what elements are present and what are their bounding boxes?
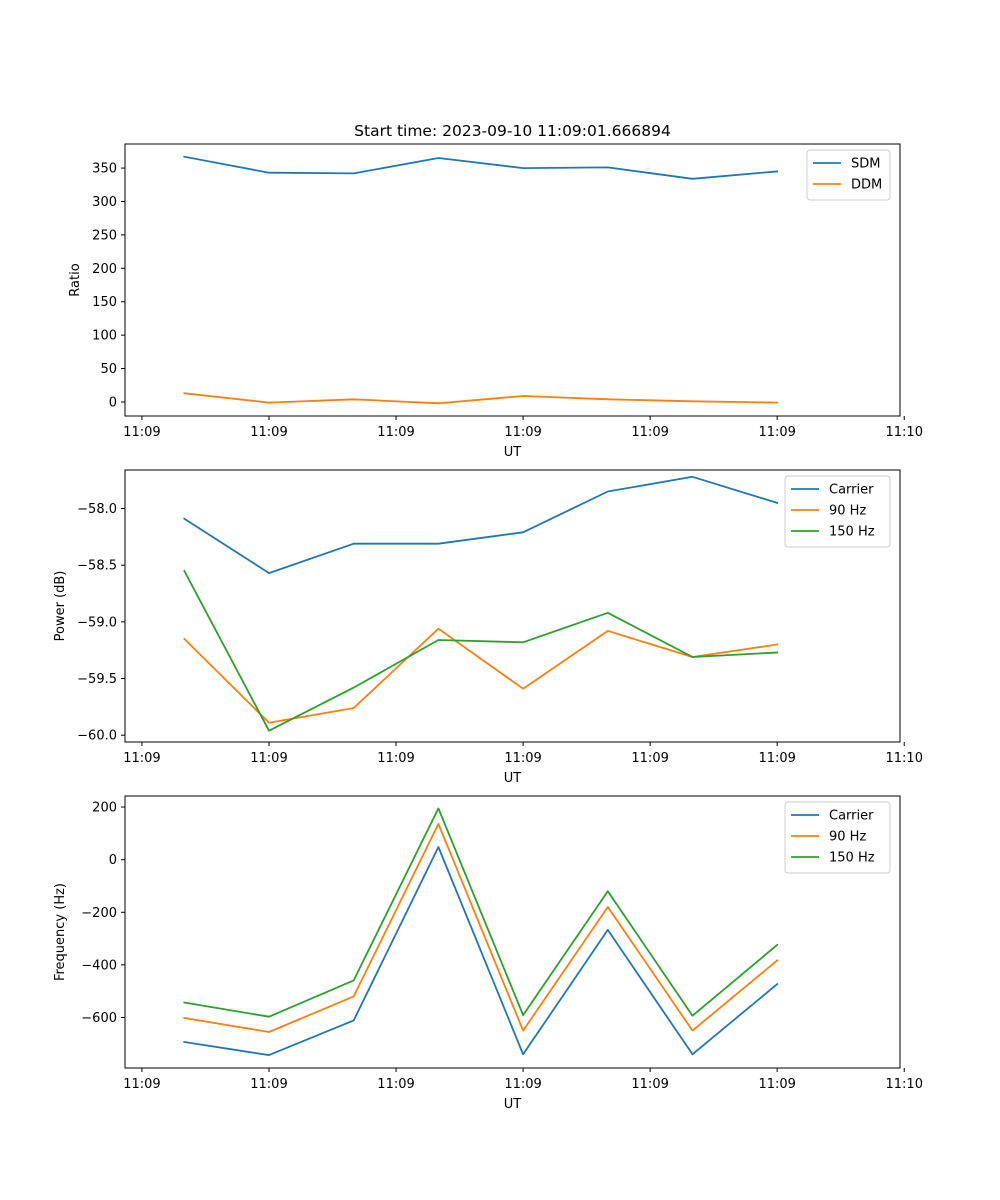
y-tick-label: 0 — [109, 395, 117, 410]
x-tick-label: 11:10 — [886, 751, 923, 766]
legend-label: 90 Hz — [829, 830, 866, 845]
legend-label: 90 Hz — [829, 504, 866, 519]
y-tick-label: −60.0 — [77, 729, 117, 744]
x-tick-label: 11:09 — [504, 751, 541, 766]
series-line-carrier — [183, 846, 779, 1056]
subplot-2: 11:09 11:09 11:09 11:09 11:09 11:09 11:10 −60.0… — [53, 469, 923, 786]
legend-label: Carrier — [829, 483, 874, 498]
x-tick-label: 11:09 — [377, 425, 414, 440]
series-line-sdm — [183, 155, 779, 180]
y-tick-label: −59.0 — [77, 615, 117, 630]
y-axis-label: Ratio — [68, 263, 83, 296]
y-tick-label: 0 — [109, 853, 117, 868]
axes-frame — [124, 469, 901, 743]
x-tick-label: 11:09 — [250, 425, 287, 440]
x-tick-label: 11:09 — [123, 425, 160, 440]
x-tick-label: 11:09 — [123, 1077, 160, 1092]
x-tick-label: 11:09 — [504, 1077, 541, 1092]
x-axis-label: UT — [504, 1097, 522, 1112]
x-tick-label: 11:09 — [377, 751, 414, 766]
x-tick-label: 11:09 — [758, 425, 795, 440]
y-tick-label: 200 — [92, 262, 117, 277]
legend-label: Carrier — [829, 809, 874, 824]
x-tick-label: 11:10 — [886, 1077, 923, 1092]
legend-label: 150 Hz — [829, 525, 875, 540]
y-tick-label: 150 — [92, 295, 117, 310]
series-line-150-hz — [183, 807, 779, 1018]
legend-box — [784, 801, 891, 874]
x-tick-label: 11:09 — [631, 751, 668, 766]
legend: Carrier 90 Hz 150 Hz — [784, 475, 891, 548]
y-tick-label: −400 — [81, 958, 117, 973]
series-line-90-hz — [183, 627, 779, 724]
y-tick-label: 350 — [92, 162, 117, 177]
axes-frame — [124, 143, 901, 417]
axes-frame — [124, 795, 901, 1069]
series-line-carrier — [183, 475, 779, 574]
x-tick-label: 11:09 — [123, 751, 160, 766]
y-tick-label: −200 — [81, 906, 117, 921]
x-tick-label: 11:09 — [758, 751, 795, 766]
x-tick-label: 11:09 — [631, 425, 668, 440]
series-line-150-hz — [183, 569, 779, 732]
y-tick-label: −600 — [81, 1011, 117, 1026]
legend-box — [784, 475, 891, 548]
x-tick-label: 11:09 — [250, 751, 287, 766]
series-line-90-hz — [183, 823, 779, 1033]
y-tick-label: 100 — [92, 329, 117, 344]
legend-label: SDM — [851, 157, 880, 172]
y-tick-label: 50 — [100, 362, 117, 377]
legend: Carrier 90 Hz 150 Hz — [784, 801, 891, 874]
y-tick-label: −58.5 — [77, 559, 117, 574]
legend-label: 150 Hz — [829, 851, 875, 866]
x-axis-label: UT — [504, 771, 522, 786]
y-axis-label: Frequency (Hz) — [53, 883, 68, 981]
x-tick-label: 11:09 — [250, 1077, 287, 1092]
x-tick-label: 11:10 — [886, 425, 923, 440]
series-line-ddm — [183, 392, 779, 405]
subplot-3: 11:09 11:09 11:09 11:09 11:09 11:09 11:10 −600 −… — [53, 795, 923, 1112]
y-tick-label: 200 — [92, 801, 117, 816]
y-axis-label: Power (dB) — [53, 571, 68, 642]
x-axis-label: UT — [504, 445, 522, 460]
y-tick-label: −58.0 — [77, 502, 117, 517]
legend-label: DDM — [851, 178, 882, 193]
x-tick-label: 11:09 — [504, 425, 541, 440]
y-tick-label: 300 — [92, 195, 117, 210]
chart-title: Start time: 2023-09-10 11:09:01.666894 — [354, 122, 671, 140]
y-tick-label: −59.5 — [77, 672, 117, 687]
x-tick-label: 11:09 — [758, 1077, 795, 1092]
x-tick-label: 11:09 — [631, 1077, 668, 1092]
y-tick-label: 250 — [92, 228, 117, 243]
legend: SDM DDM — [806, 149, 891, 201]
x-tick-label: 11:09 — [377, 1077, 414, 1092]
subplot-1: Start time: 2023-09-10 11:09:01.666894 11… — [68, 122, 923, 460]
